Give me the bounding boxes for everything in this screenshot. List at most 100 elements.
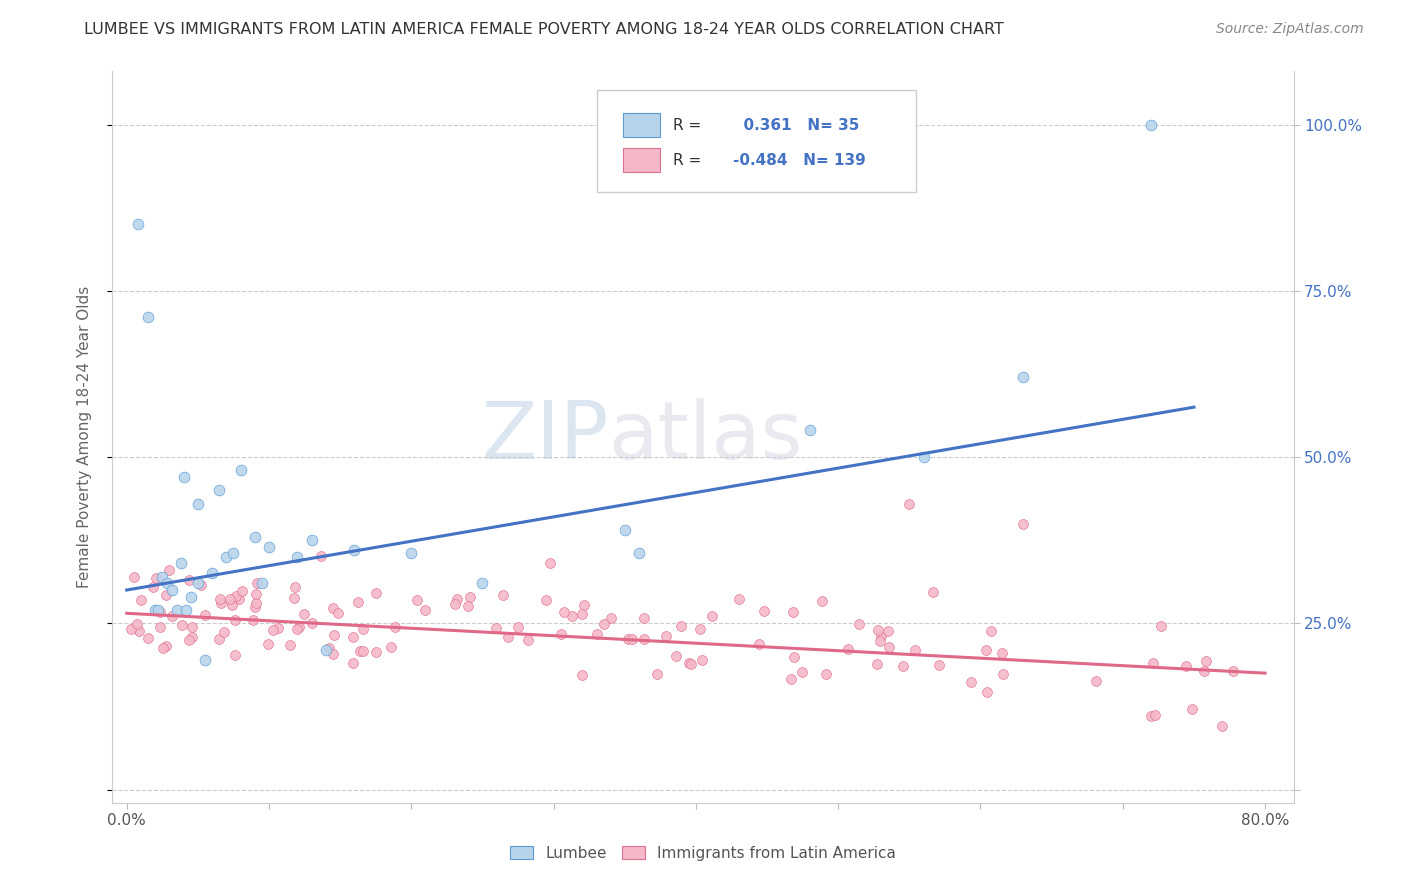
- Point: [401, 546, 423, 560]
- Point: [572, 598, 595, 612]
- Point: [991, 666, 1014, 681]
- Point: [127, 217, 149, 231]
- Text: ZIP: ZIP: [481, 398, 609, 476]
- Point: [728, 591, 751, 606]
- Point: [215, 549, 238, 564]
- Point: [980, 624, 1002, 638]
- Point: [347, 595, 370, 609]
- Point: [553, 605, 575, 619]
- Point: [928, 657, 950, 672]
- Point: [811, 594, 834, 608]
- Point: [866, 657, 889, 671]
- Point: [633, 632, 655, 647]
- Point: [173, 470, 195, 484]
- Point: [342, 630, 364, 644]
- Point: [242, 613, 264, 627]
- Point: [180, 590, 202, 604]
- Point: [160, 608, 183, 623]
- Point: [245, 587, 267, 601]
- FancyBboxPatch shape: [596, 90, 915, 192]
- Point: [143, 603, 166, 617]
- Point: [1012, 516, 1035, 531]
- Point: [209, 596, 232, 610]
- Point: [257, 637, 280, 651]
- Point: [136, 631, 159, 645]
- Text: 0.361   N= 35: 0.361 N= 35: [733, 118, 859, 133]
- Point: [645, 666, 668, 681]
- Point: [506, 620, 529, 634]
- Point: [1195, 653, 1218, 667]
- Point: [665, 648, 688, 663]
- Point: [960, 675, 983, 690]
- Point: [536, 593, 558, 607]
- Point: [283, 591, 305, 605]
- Point: [349, 644, 371, 658]
- Point: [571, 667, 593, 681]
- Point: [599, 611, 621, 625]
- Point: [229, 463, 252, 477]
- Point: [1140, 709, 1163, 723]
- Point: [1211, 719, 1233, 733]
- Point: [342, 657, 364, 671]
- Point: [267, 621, 290, 635]
- Point: [1174, 658, 1197, 673]
- Point: [343, 543, 366, 558]
- Point: [149, 605, 172, 619]
- Point: [322, 647, 344, 661]
- Point: [194, 653, 217, 667]
- Point: [366, 645, 388, 659]
- Point: [990, 646, 1012, 660]
- Legend: Lumbee, Immigrants from Latin America: Lumbee, Immigrants from Latin America: [502, 838, 904, 868]
- Point: [166, 603, 188, 617]
- Point: [243, 600, 266, 615]
- Point: [877, 624, 900, 639]
- Point: [516, 632, 538, 647]
- Point: [285, 622, 308, 636]
- Point: [752, 603, 775, 617]
- Point: [309, 549, 332, 563]
- Point: [485, 621, 508, 635]
- Point: [406, 593, 429, 607]
- Point: [922, 585, 945, 599]
- FancyBboxPatch shape: [623, 113, 661, 136]
- Point: [170, 617, 193, 632]
- Point: [976, 685, 998, 699]
- Point: [621, 632, 644, 647]
- Point: [326, 606, 349, 620]
- Point: [176, 603, 198, 617]
- Point: [292, 607, 315, 621]
- Point: [681, 657, 703, 672]
- Point: [301, 533, 323, 548]
- Point: [142, 580, 165, 594]
- Point: [221, 598, 243, 612]
- Point: [655, 629, 678, 643]
- Point: [318, 641, 340, 656]
- Point: [783, 650, 806, 665]
- Point: [155, 588, 177, 602]
- Point: [208, 632, 231, 647]
- Point: [799, 424, 821, 438]
- Point: [231, 584, 253, 599]
- Point: [782, 605, 804, 619]
- Point: [678, 657, 700, 671]
- Point: [1150, 619, 1173, 633]
- Point: [1192, 664, 1215, 678]
- Point: [689, 622, 711, 636]
- Point: [747, 637, 769, 651]
- Point: [877, 640, 900, 655]
- Point: [352, 644, 374, 658]
- Point: [1181, 702, 1204, 716]
- Point: [444, 597, 467, 611]
- Point: [201, 566, 224, 581]
- Point: [380, 640, 402, 655]
- Point: [492, 588, 515, 602]
- Point: [301, 615, 323, 630]
- Point: [180, 630, 202, 644]
- Point: [1222, 664, 1244, 678]
- FancyBboxPatch shape: [623, 148, 661, 172]
- Point: [187, 576, 209, 591]
- Point: [155, 639, 177, 653]
- Point: [690, 652, 713, 666]
- Point: [257, 540, 280, 554]
- Point: [1140, 118, 1163, 132]
